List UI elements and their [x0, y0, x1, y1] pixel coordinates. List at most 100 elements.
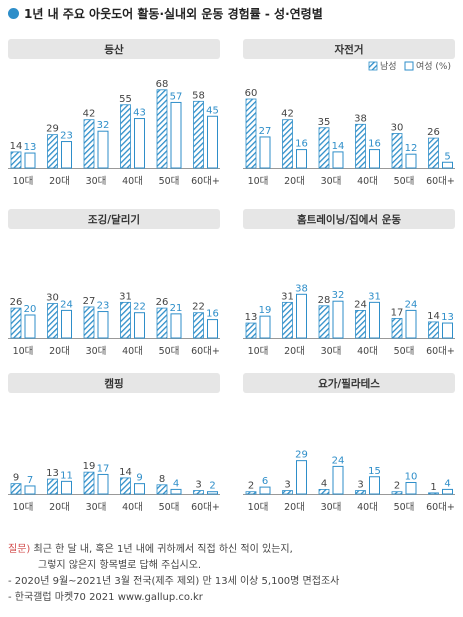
x-tick-label: 40대 [122, 176, 143, 187]
bar-male [391, 133, 403, 169]
x-tick-label: 20대 [49, 346, 70, 357]
source-note: - 한국갤럽 마켓70 2021 www.gallup.co.kr [8, 592, 203, 603]
data-label-male: 31 [119, 291, 132, 302]
data-label-female: 11 [60, 470, 73, 481]
data-label-female: 32 [97, 120, 110, 131]
data-label-female: 19 [259, 305, 272, 316]
data-label-male: 3 [357, 480, 363, 491]
x-tick-label: 30대 [86, 176, 107, 187]
data-label-male: 30 [46, 293, 59, 304]
x-tick-label: 50대 [394, 502, 415, 513]
x-tick-label: 30대 [321, 502, 342, 513]
bar-female [405, 482, 417, 495]
bar-female [332, 151, 344, 169]
bar-female [259, 315, 271, 339]
bar-male [193, 312, 204, 339]
x-tick-label: 10대 [13, 502, 34, 513]
data-label-female: 13 [441, 312, 454, 323]
bar-male [156, 484, 168, 495]
bar-male [282, 490, 293, 495]
data-label-female: 45 [206, 105, 219, 116]
panel-title: 요가/필라테스 [318, 377, 380, 390]
bar-male [10, 151, 22, 169]
x-tick-label: 50대 [394, 176, 415, 187]
bar-female [369, 301, 380, 339]
bar-female [134, 118, 145, 169]
question-note: 질문) 최근 한 달 내, 혹은 1년 내에 귀하께서 직접 하신 적이 있는지… [8, 542, 339, 558]
data-label-male: 9 [13, 473, 19, 484]
chart-title-row: 1년 내 주요 아웃도어 활동·실내외 운동 경험률 - 성·연령별 [8, 4, 323, 22]
bar-female [296, 460, 307, 495]
data-label-male: 28 [318, 295, 331, 306]
bar-female [134, 312, 145, 339]
bar-female [207, 491, 218, 495]
data-label-female: 27 [259, 126, 272, 137]
bar-female [207, 115, 218, 169]
bar-male [120, 477, 131, 495]
bar-male [47, 478, 58, 495]
x-tick-label: 50대 [394, 346, 415, 357]
bar-female [97, 473, 109, 495]
bar-female [405, 153, 417, 169]
bar-male [10, 483, 22, 495]
x-tick-label: 60대+ [426, 176, 455, 187]
data-label-male: 24 [354, 299, 367, 310]
data-label-male: 8 [159, 474, 165, 485]
data-label-male: 19 [83, 461, 96, 472]
data-label-male: 31 [281, 291, 294, 302]
bar-male [83, 306, 95, 339]
bar-male [47, 134, 58, 169]
bar-female [369, 149, 380, 169]
x-tick-label: 20대 [284, 502, 305, 513]
x-tick-label: 60대+ [191, 346, 220, 357]
data-label-male: 42 [281, 109, 294, 120]
bar-female [24, 152, 36, 169]
data-label-female: 23 [97, 301, 110, 312]
bar-male [120, 301, 131, 339]
panel-title: 등산 [104, 43, 124, 56]
data-label-female: 24 [60, 299, 73, 310]
data-label-male: 58 [192, 90, 205, 101]
x-tick-label: 60대+ [426, 346, 455, 357]
bar-male [428, 321, 439, 339]
data-label-male: 2 [248, 481, 254, 492]
bar-female [296, 149, 307, 169]
bar-male [83, 119, 95, 169]
data-label-male: 4 [321, 478, 327, 489]
panel-header [243, 39, 455, 59]
data-label-male: 14 [10, 141, 23, 152]
panel-header [243, 209, 455, 229]
bar-male [355, 490, 366, 495]
data-label-male: 42 [83, 109, 96, 120]
bar-male [428, 137, 439, 169]
bar-female [97, 311, 109, 339]
data-label-male: 1 [430, 482, 436, 493]
x-tick-label: 40대 [122, 346, 143, 357]
bar-female [442, 161, 453, 169]
legend-female-swatch [404, 61, 414, 71]
data-label-female: 9 [136, 473, 142, 484]
bar-male [83, 471, 95, 495]
panel-title: 홈트레이닝/집에서 운동 [297, 213, 401, 226]
data-label-male: 35 [318, 117, 331, 128]
bar-male [355, 123, 366, 169]
panel-header [8, 39, 220, 59]
question-label: 질문) [8, 544, 31, 555]
bar-male [391, 491, 403, 495]
bar-male [282, 119, 293, 169]
x-tick-label: 30대 [321, 176, 342, 187]
bar-male [245, 98, 257, 169]
data-label-female: 17 [97, 463, 110, 474]
bar-female [61, 309, 72, 339]
x-tick-label: 50대 [159, 346, 180, 357]
x-tick-label: 50대 [159, 176, 180, 187]
bar-male [318, 305, 330, 339]
data-label-male: 3 [195, 480, 201, 491]
panel-title: 자전거 [335, 43, 364, 56]
x-tick-label: 30대 [86, 502, 107, 513]
data-label-male: 13 [245, 312, 258, 323]
data-label-male: 29 [46, 124, 59, 135]
x-tick-label: 40대 [357, 346, 378, 357]
data-label-male: 27 [83, 296, 96, 307]
